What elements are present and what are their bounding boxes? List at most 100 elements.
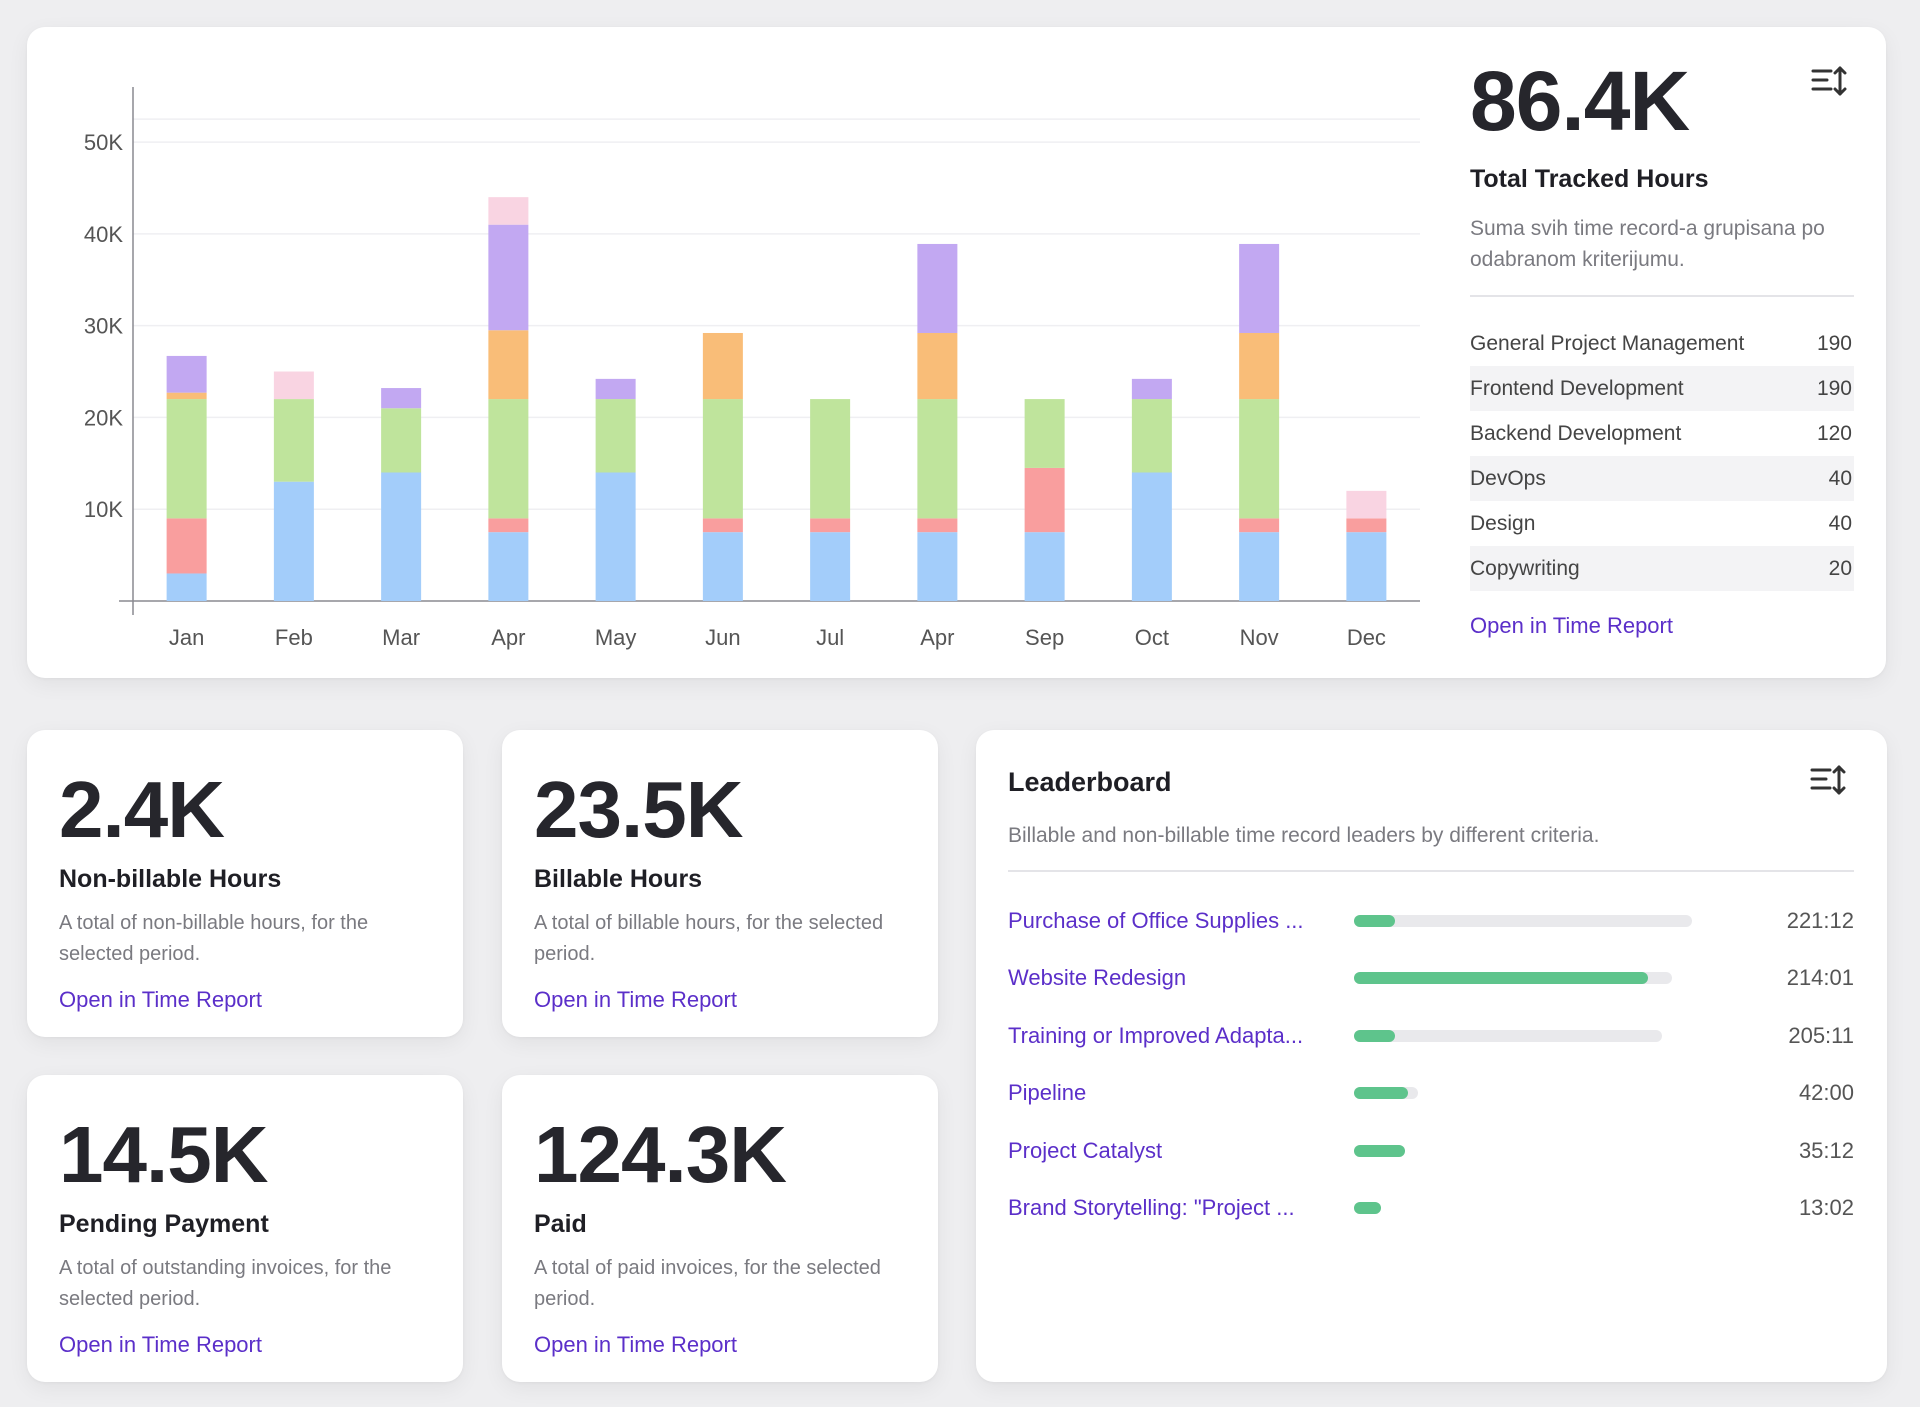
category-value: 20 bbox=[1828, 556, 1852, 580]
leaderboard-row[interactable]: Training or Improved Adapta... 205:11 bbox=[1008, 1016, 1854, 1056]
bar-segment bbox=[702, 532, 743, 601]
category-row: Backend Development 120 bbox=[1470, 411, 1854, 456]
leaderboard-row[interactable]: Purchase of Office Supplies ... 221:12 bbox=[1008, 901, 1854, 941]
bar-segment bbox=[702, 399, 743, 519]
category-value: 40 bbox=[1828, 511, 1852, 535]
leaderboard-item-link[interactable]: Website Redesign bbox=[1008, 965, 1187, 990]
progress-fill bbox=[1354, 1030, 1395, 1042]
bar-segment bbox=[1346, 490, 1387, 519]
y-tick-label: 40K bbox=[84, 222, 123, 247]
bar-segment bbox=[702, 332, 743, 400]
bar-segment bbox=[1131, 378, 1172, 400]
category-value: 190 bbox=[1816, 331, 1852, 355]
bar-segment bbox=[273, 481, 314, 601]
leaderboard-item-link[interactable]: Training or Improved Adapta... bbox=[1008, 1023, 1304, 1048]
open-time-report-link[interactable]: Open in Time Report bbox=[534, 987, 737, 1012]
category-row: Design 40 bbox=[1470, 501, 1854, 546]
category-name: General Project Management bbox=[1470, 331, 1745, 355]
bar-segment bbox=[488, 518, 529, 533]
bar-segment bbox=[1346, 518, 1387, 533]
bar-segment bbox=[917, 518, 958, 533]
open-time-report-link[interactable]: Open in Time Report bbox=[59, 987, 262, 1012]
sort-filter-icon[interactable] bbox=[1811, 65, 1847, 97]
billable-card: 23.5K Billable Hours A total of billable… bbox=[502, 730, 938, 1037]
x-tick-label: Sep bbox=[1025, 625, 1064, 650]
category-value: 190 bbox=[1816, 376, 1852, 400]
leaderboard-item-link[interactable]: Purchase of Office Supplies ... bbox=[1008, 908, 1304, 933]
bar-segment bbox=[595, 378, 636, 400]
progress-track bbox=[1354, 915, 1692, 927]
leaderboard-item-link[interactable]: Pipeline bbox=[1008, 1080, 1087, 1105]
y-tick-label: 50K bbox=[84, 130, 123, 155]
bar-segment bbox=[1239, 399, 1280, 519]
x-tick-label: Dec bbox=[1347, 625, 1386, 650]
total-tracked-value: 86.4K bbox=[1470, 54, 1690, 148]
bar-segment bbox=[1131, 472, 1172, 601]
bar-segment bbox=[1239, 532, 1280, 601]
category-row: Frontend Development 190 bbox=[1470, 366, 1854, 411]
progress-fill bbox=[1354, 1145, 1405, 1157]
x-tick-label: Oct bbox=[1135, 625, 1169, 650]
bar-segment bbox=[810, 399, 851, 519]
x-tick-label: Nov bbox=[1240, 625, 1279, 650]
stat-value: 2.4K bbox=[59, 765, 225, 854]
leaderboard-row[interactable]: Project Catalyst 35:12 bbox=[1008, 1131, 1854, 1171]
bar-segment bbox=[381, 408, 422, 473]
leaderboard-item-link[interactable]: Brand Storytelling: "Project ... bbox=[1008, 1195, 1295, 1220]
open-time-report-link[interactable]: Open in Time Report bbox=[534, 1332, 737, 1357]
leaderboard-time: 205:11 bbox=[1788, 1023, 1854, 1048]
tracked-hours-chart: 10K 20K 30K 40K 50K Jan Feb Mar Apr May Jun Jul Apr S… bbox=[84, 87, 1420, 650]
bar-segment bbox=[595, 399, 636, 473]
bar-segment bbox=[1024, 399, 1065, 468]
pending-payment-card: 14.5K Pending Payment A total of outstan… bbox=[27, 1075, 463, 1382]
x-tick-label: May bbox=[595, 625, 637, 650]
x-tick-label: Jun bbox=[705, 625, 740, 650]
progress-fill bbox=[1354, 1087, 1408, 1099]
bar-segment bbox=[488, 532, 529, 601]
x-tick-label: Feb bbox=[275, 625, 313, 650]
bar-segment bbox=[488, 330, 529, 400]
leaderboard-row[interactable]: Brand Storytelling: "Project ... 13:02 bbox=[1008, 1188, 1854, 1228]
bar-segment bbox=[488, 399, 529, 519]
total-tracked-title: Total Tracked Hours bbox=[1470, 165, 1709, 193]
bar-segment bbox=[1239, 518, 1280, 533]
progress-track bbox=[1354, 1087, 1418, 1099]
category-value: 40 bbox=[1828, 466, 1852, 490]
bar-segment bbox=[1024, 532, 1065, 601]
stat-title: Non-billable Hours bbox=[59, 865, 282, 893]
progress-fill bbox=[1354, 915, 1395, 927]
open-time-report-link[interactable]: Open in Time Report bbox=[1470, 613, 1673, 638]
bar-segment bbox=[917, 399, 958, 519]
bar-segment bbox=[381, 472, 422, 601]
bar-segment bbox=[917, 532, 958, 601]
leaderboard-row[interactable]: Website Redesign 214:01 bbox=[1008, 958, 1854, 998]
x-tick-label: Mar bbox=[382, 625, 420, 650]
category-row: DevOps 40 bbox=[1470, 456, 1854, 501]
sort-filter-icon[interactable] bbox=[1810, 764, 1846, 796]
leaderboard-time: 13:02 bbox=[1798, 1195, 1854, 1220]
category-name: Frontend Development bbox=[1470, 376, 1684, 400]
leaderboard-time: 42:00 bbox=[1798, 1080, 1854, 1105]
category-value: 120 bbox=[1816, 421, 1852, 445]
bar-segment bbox=[810, 518, 851, 533]
progress-track bbox=[1354, 1145, 1405, 1157]
stat-description: A total of paid invoices, for the select… bbox=[534, 1257, 881, 1310]
bar-segment bbox=[1131, 399, 1172, 473]
bar-segment bbox=[166, 573, 207, 601]
summary-divider bbox=[1470, 295, 1854, 297]
bar-segment bbox=[381, 388, 422, 409]
stat-title: Billable Hours bbox=[534, 865, 703, 893]
open-time-report-link[interactable]: Open in Time Report bbox=[59, 1332, 262, 1357]
paid-card: 124.3K Paid A total of paid invoices, fo… bbox=[502, 1075, 938, 1382]
leaderboard-row[interactable]: Pipeline 42:00 bbox=[1008, 1073, 1854, 1113]
tracked-hours-card: 10K 20K 30K 40K 50K Jan Feb Mar Apr May Jun Jul Apr S… bbox=[27, 27, 1886, 678]
leaderboard-time: 35:12 bbox=[1798, 1138, 1854, 1163]
bar-segment bbox=[595, 472, 636, 601]
progress-fill bbox=[1354, 972, 1648, 984]
leaderboard-time: 221:12 bbox=[1786, 908, 1854, 933]
leaderboard-time: 214:01 bbox=[1786, 965, 1854, 990]
leaderboard-item-link[interactable]: Project Catalyst bbox=[1008, 1138, 1163, 1163]
bar-segment bbox=[488, 224, 529, 331]
bar-segment bbox=[166, 392, 207, 400]
y-tick-label: 20K bbox=[84, 405, 123, 430]
